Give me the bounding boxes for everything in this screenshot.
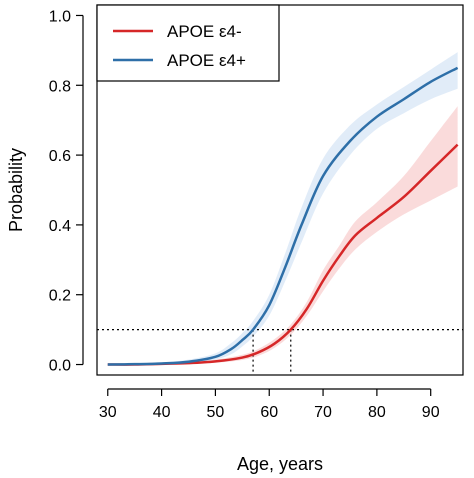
x-tick-label: 60: [260, 404, 278, 421]
y-tick-label: 1.0: [49, 8, 71, 25]
plot-area: [97, 52, 463, 375]
plot-frame: [96, 4, 464, 376]
x-axis-title: Age, years: [237, 454, 323, 474]
x-tick-label: 90: [422, 404, 440, 421]
legend: APOE ε4- APOE ε4+: [96, 4, 280, 82]
x-tick-label: 80: [368, 404, 386, 421]
x-tick-label: 40: [153, 404, 171, 421]
legend-label-1: APOE ε4-: [167, 22, 242, 41]
y-tick-label: 0.4: [49, 218, 71, 235]
legend-box: [96, 4, 280, 82]
x-tick-label: 30: [99, 404, 117, 421]
y-tick-label: 0.6: [49, 148, 71, 165]
y-axis-title: Probability: [6, 148, 26, 232]
series-line-2: [107, 66, 459, 366]
axes: 30 40 50 60 70 80 90 0.0 0.2 0.4 0.6 0.8 1.0 Age, yea…: [6, 4, 464, 474]
x-tick-label: 50: [207, 404, 225, 421]
confidence-band-2: [107, 52, 458, 365]
y-tick-label: 0.8: [49, 78, 71, 95]
y-tick-label: 0.0: [49, 358, 71, 375]
legend-label-2: APOE ε4+: [167, 51, 246, 70]
y-tick-label: 0.2: [49, 288, 71, 305]
x-tick-label: 70: [314, 404, 332, 421]
confidence-band-1: [107, 106, 458, 365]
